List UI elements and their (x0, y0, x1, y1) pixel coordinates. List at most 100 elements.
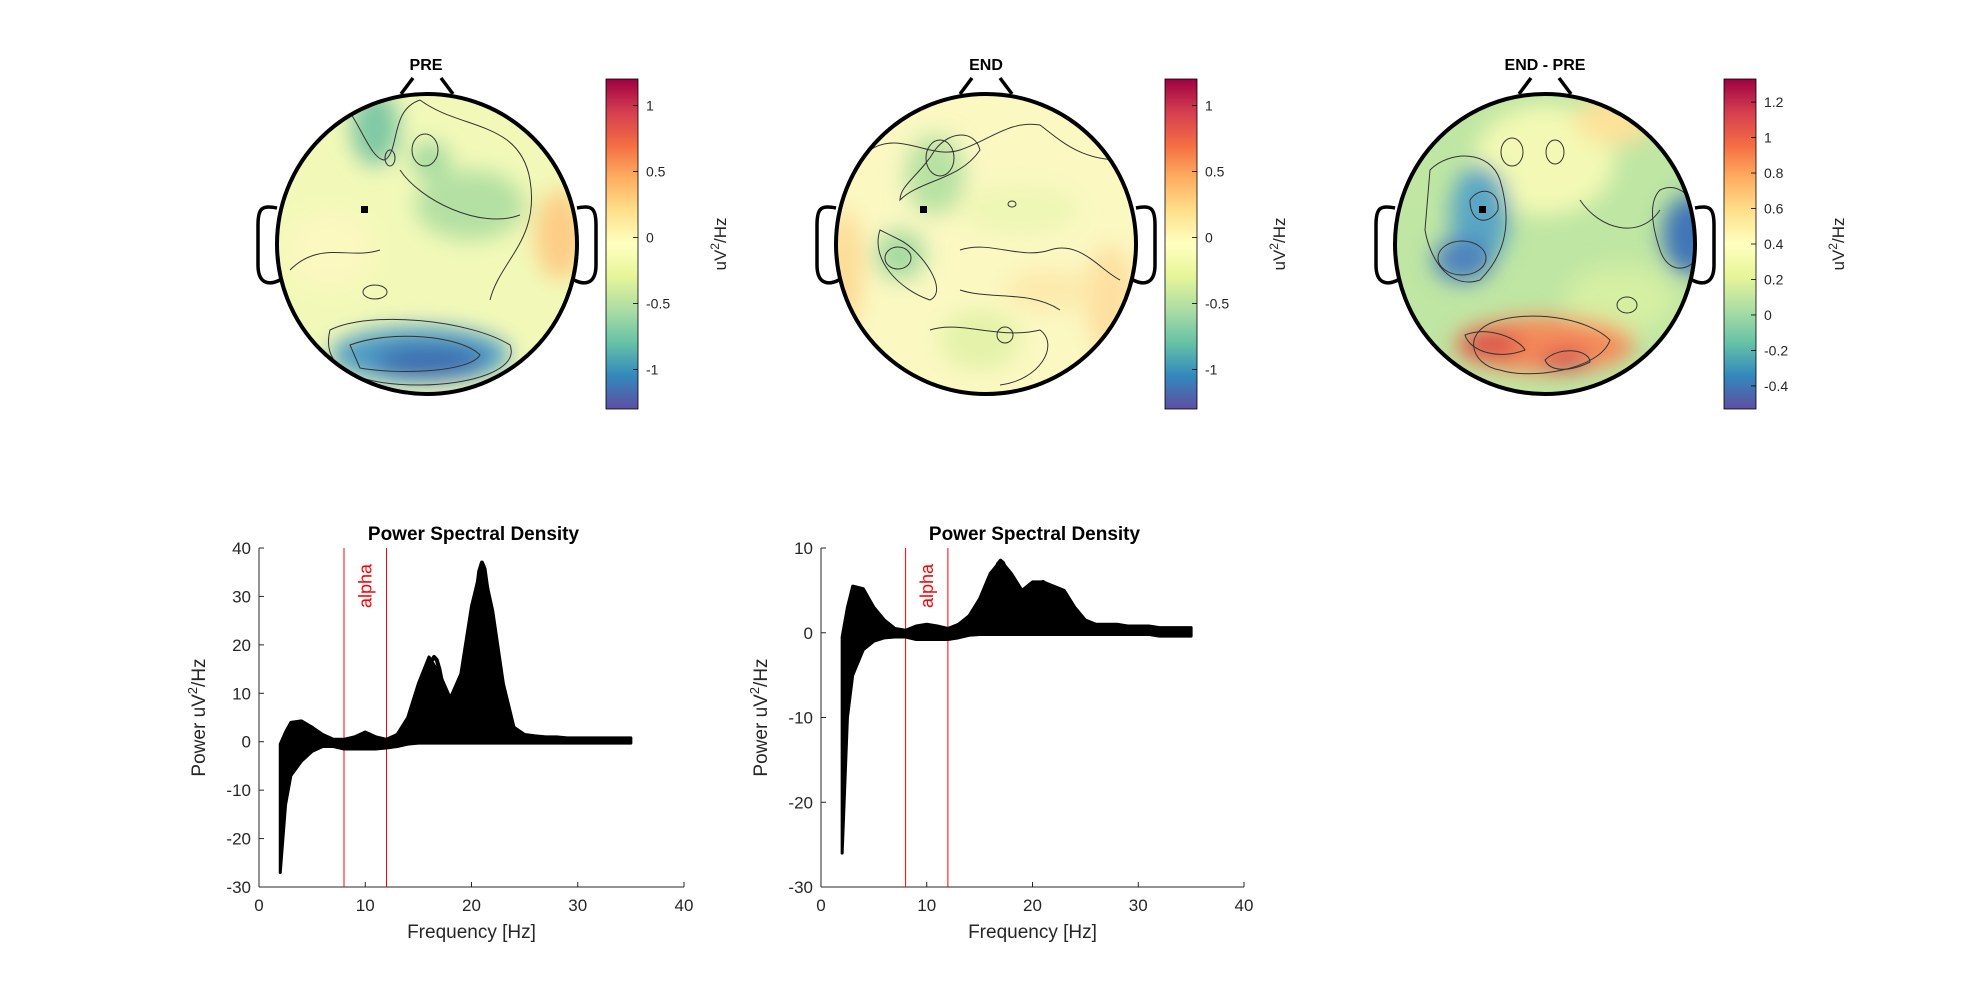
x-axis-label: Frequency [Hz] (968, 922, 1097, 943)
psd-trace (1005, 613, 1080, 632)
colorbar-tick-label: 0.2 (1764, 271, 1784, 287)
colorbar-label-unit: /Hz (711, 218, 730, 244)
left-ear (815, 205, 840, 285)
x-tick-label: 0 (254, 896, 263, 915)
chart-title: Power Spectral Density (368, 524, 580, 545)
colorbar-tick-label: 0 (1205, 229, 1213, 245)
alpha-band-label: alpha (917, 563, 937, 608)
left-ear (256, 205, 281, 285)
x-tick-label: 10 (917, 896, 936, 915)
colorbar-label: uV2/Hz (1826, 218, 1848, 271)
y-tick-label: 0 (242, 733, 251, 752)
y-tick-label: -10 (788, 709, 813, 728)
y-tick-label: -30 (788, 878, 813, 897)
colorbar-tick-label: 0.4 (1764, 236, 1784, 252)
head-outline (834, 92, 1138, 396)
head-outline (275, 92, 579, 396)
colorbar-tick-label: -1 (1205, 361, 1218, 377)
colorbar-tick-label: 1 (1205, 97, 1213, 113)
y-axis-label-unit: /Hz (189, 658, 210, 687)
colorbar: 1 0.5 0 -0.5 -1 uV2/Hz (1164, 78, 1289, 410)
y-axis-label-text: Power uV (751, 694, 772, 777)
colorbar-label-unit: /Hz (1270, 218, 1289, 244)
psd-trace-envelope (278, 561, 633, 874)
colorbar-tick-label: -1 (646, 361, 659, 377)
y-tick-label: 0 (804, 624, 813, 643)
chart-title: Power Spectral Density (929, 524, 1141, 545)
colorbar-tick-label: -0.2 (1764, 342, 1788, 358)
topoplot-title: END - PRE (1505, 57, 1586, 74)
colorbar-tick-label: 0.5 (646, 163, 666, 179)
alpha-band-label: alpha (355, 563, 375, 608)
colorbar-tick-label: 0.6 (1764, 201, 1784, 217)
x-axis-label: Frequency [Hz] (407, 922, 536, 943)
x-tick-label: 40 (675, 896, 694, 915)
topoplot-pre: PRE (256, 57, 730, 410)
topo-map (277, 94, 577, 394)
colorbar-label-text: uV (711, 249, 730, 270)
nose (1517, 76, 1573, 96)
colorbar-gradient (1164, 78, 1198, 410)
electrode-marker (361, 206, 368, 213)
y-tick-label: -20 (788, 793, 813, 812)
y-tick-label: -30 (226, 878, 251, 897)
right-ear (1691, 205, 1716, 285)
y-axis-label-sup: 2 (185, 687, 200, 694)
colorbar: 1 0.5 0 -0.5 -1 uV2/Hz (605, 78, 730, 410)
right-ear (573, 205, 598, 285)
colorbar-label-text: uV (1270, 249, 1289, 270)
electrode-marker (1479, 206, 1486, 213)
x-tick-label: 0 (816, 896, 825, 915)
colorbar-tick-label: -0.5 (646, 295, 670, 311)
colorbar-tick-label: 0.5 (1205, 163, 1225, 179)
y-tick-label: 10 (794, 539, 813, 558)
topoplot-title: END (969, 57, 1003, 74)
colorbar-label-text: uV (1829, 249, 1848, 270)
y-tick-label: -20 (226, 830, 251, 849)
nose (958, 76, 1014, 96)
psd-chart-end: 0 10 20 30 40 -30 -20 -10 0 10 alpha Power Spectral… (747, 524, 1253, 943)
colorbar-tick-label: 0 (646, 229, 654, 245)
y-axis-label-sup: 2 (747, 687, 762, 694)
colorbar-label-unit: /Hz (1829, 218, 1848, 244)
colorbar-label: uV2/Hz (1267, 218, 1289, 271)
colorbar-label: uV2/Hz (708, 218, 730, 271)
nose (399, 76, 455, 96)
x-tick-label: 20 (462, 896, 481, 915)
colorbar-tick-label: 1 (646, 97, 654, 113)
colorbar: 1.2 1 0.8 0.6 0.4 0.2 0 -0.2 -0.4 uV2/Hz (1723, 78, 1848, 410)
y-tick-label: 10 (232, 684, 251, 703)
topoplot-title: PRE (410, 57, 443, 74)
psd-trace-envelope (840, 559, 1193, 855)
y-axis-label: Power uV2/Hz (185, 658, 210, 776)
head-outline (1393, 92, 1697, 396)
x-tick-label: 40 (1235, 896, 1254, 915)
y-tick-label: 40 (232, 539, 251, 558)
topo-map (836, 94, 1136, 394)
x-tick-label: 10 (356, 896, 375, 915)
left-ear (1374, 205, 1399, 285)
y-tick-label: 30 (232, 587, 251, 606)
electrode-marker (920, 206, 927, 213)
y-tick-label: -10 (226, 781, 251, 800)
colorbar-tick-label: -0.4 (1764, 378, 1788, 394)
colorbar-gradient (605, 78, 639, 410)
topoplot-end: END (815, 57, 1289, 410)
colorbar-tick-label: 0 (1764, 307, 1772, 323)
right-ear (1132, 205, 1157, 285)
colorbar-label-sup: 2 (708, 243, 722, 250)
colorbar-label-sup: 2 (1826, 243, 1840, 250)
x-tick-label: 20 (1023, 896, 1042, 915)
y-axis-label: Power uV2/Hz (747, 658, 772, 776)
colorbar-tick-label: 1.2 (1764, 94, 1784, 110)
y-axis-label-unit: /Hz (751, 658, 772, 687)
psd-chart-pre: 0 10 20 30 40 -30 -20 -10 0 10 20 30 40 alpha Power Sp… (185, 524, 693, 943)
colorbar-label-sup: 2 (1267, 243, 1281, 250)
topoplot-difference: END - PRE (1374, 57, 1848, 410)
x-tick-label: 30 (568, 896, 587, 915)
colorbar-tick-label: -0.5 (1205, 295, 1229, 311)
x-tick-label: 30 (1129, 896, 1148, 915)
colorbar-tick-label: 0.8 (1764, 165, 1784, 181)
psd-trace (444, 725, 520, 743)
